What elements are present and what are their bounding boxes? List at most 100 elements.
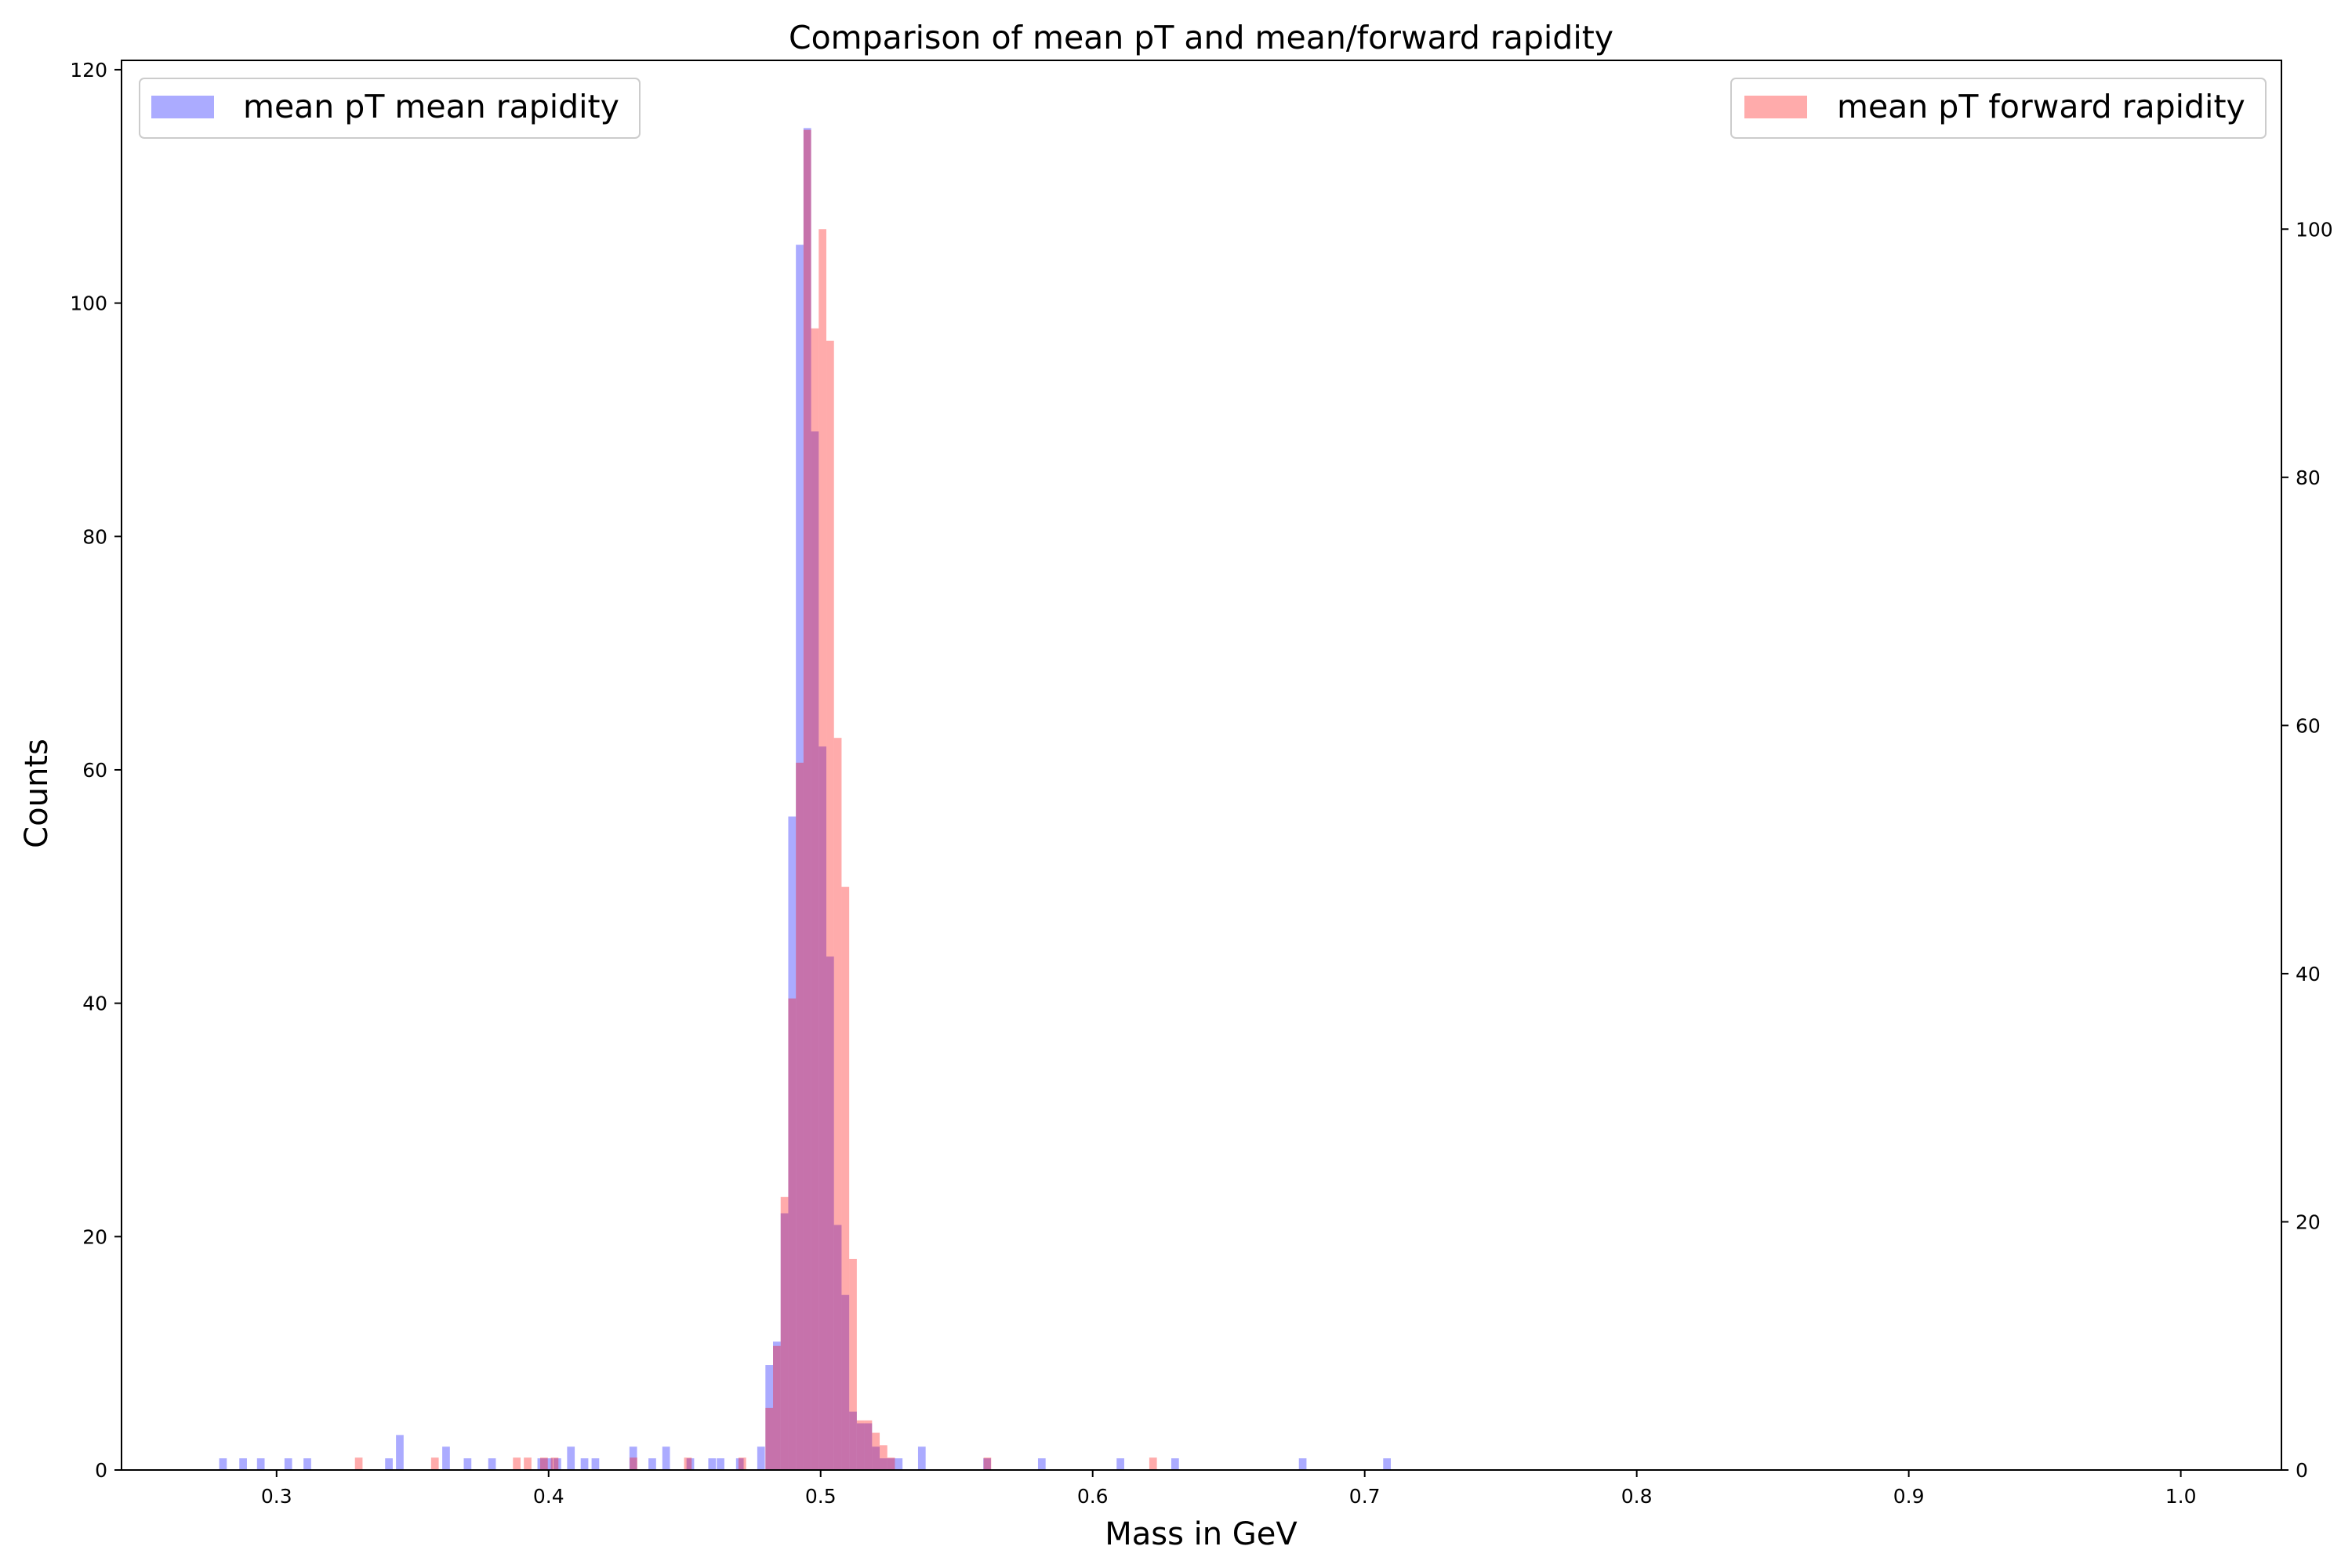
bar (630, 1457, 637, 1470)
y-axis-title: Counts (19, 739, 55, 848)
bar (580, 1458, 589, 1470)
bar (833, 738, 842, 1470)
series-mean-rapidity-bars (219, 128, 1391, 1471)
legend-swatch-mean-rapidity (151, 96, 214, 118)
bar (256, 1458, 265, 1470)
bar (537, 1458, 546, 1470)
y2-tick-label: 60 (2296, 714, 2321, 737)
bar (662, 1446, 670, 1470)
bar (849, 1411, 857, 1470)
bar (872, 1432, 880, 1470)
bar (841, 887, 850, 1470)
x-tick-label: 0.5 (805, 1485, 837, 1508)
bar (550, 1457, 559, 1470)
x-tick-label: 0.7 (1349, 1485, 1381, 1508)
bar (545, 1458, 553, 1470)
bar (811, 328, 819, 1470)
bar (856, 1423, 865, 1470)
legend-label-mean-rapidity: mean pT mean rapidity (243, 88, 619, 125)
legend-top-right: mean pT forward rapidity (1730, 78, 2267, 139)
bar (796, 762, 804, 1470)
bar (773, 1341, 781, 1470)
y-tick-label: 60 (82, 759, 107, 782)
bar (1037, 1458, 1046, 1470)
bar (629, 1446, 637, 1470)
y-tick-label: 20 (82, 1225, 107, 1248)
x-tick-label: 0.8 (1621, 1485, 1653, 1508)
bar (872, 1446, 880, 1470)
bar (765, 1407, 774, 1470)
bar (648, 1458, 656, 1470)
bar (430, 1457, 439, 1470)
bar (1171, 1458, 1179, 1470)
bar (540, 1457, 548, 1470)
bar (513, 1457, 521, 1470)
bar (765, 1365, 774, 1470)
bar (864, 1420, 873, 1470)
x-axis-title: Mass in GeV (1105, 1516, 1298, 1552)
bar (780, 1213, 789, 1470)
y2-tick-label: 20 (2296, 1210, 2321, 1233)
bar (788, 998, 797, 1470)
y2-tick-label: 80 (2296, 466, 2321, 489)
legend-box (139, 78, 641, 139)
bar (983, 1457, 992, 1470)
bar (524, 1457, 532, 1470)
legend-top-left: mean pT mean rapidity (139, 78, 641, 139)
bar (826, 340, 834, 1471)
legend-swatch-forward-rapidity (1744, 96, 1807, 118)
bar (554, 1458, 561, 1470)
bar (803, 128, 811, 1471)
y-tick-label: 100 (70, 292, 107, 315)
bar (738, 1457, 746, 1470)
bar (880, 1458, 887, 1470)
bar (1298, 1458, 1307, 1470)
series-forward-rapidity-bars (354, 129, 1157, 1471)
bar (818, 746, 827, 1470)
bar (841, 1294, 850, 1470)
bar (1116, 1458, 1124, 1470)
bar (708, 1458, 717, 1470)
bar (895, 1458, 903, 1470)
x-tick-label: 0.4 (533, 1485, 564, 1508)
bar (788, 816, 797, 1470)
y-tick-label: 0 (95, 1459, 107, 1482)
bar (303, 1458, 311, 1470)
bar (818, 229, 827, 1470)
bar (442, 1446, 450, 1470)
bar (773, 1345, 781, 1470)
bar (780, 1196, 789, 1470)
legend-box (1730, 78, 2267, 139)
bar (396, 1435, 404, 1470)
y-tick-label: 80 (82, 525, 107, 548)
x-tick-label: 0.6 (1077, 1485, 1109, 1508)
y2-tick-label: 0 (2296, 1459, 2308, 1482)
bar (354, 1457, 363, 1470)
bar (811, 431, 819, 1470)
bar (887, 1457, 895, 1470)
chart-title: Comparison of mean pT and mean/forward r… (789, 19, 1613, 56)
bar (796, 245, 804, 1470)
bar (757, 1446, 765, 1470)
x-tick-label: 1.0 (2165, 1485, 2197, 1508)
legend-label-forward-rapidity: mean pT forward rapidity (1837, 88, 2245, 125)
bar (864, 1423, 873, 1470)
bar (385, 1458, 393, 1470)
bar (219, 1458, 227, 1470)
bar (684, 1457, 692, 1470)
bar (1383, 1458, 1391, 1470)
bar (591, 1458, 600, 1470)
x-tick-label: 0.3 (261, 1485, 292, 1508)
x-axis-ticks: 0.3 0.4 0.5 0.6 0.7 0.8 0.9 1.0 (261, 1470, 2197, 1508)
bar (488, 1458, 496, 1470)
y2-tick-label: 40 (2296, 963, 2321, 985)
bar (856, 1420, 865, 1470)
bar (803, 129, 811, 1470)
bar (686, 1458, 695, 1470)
y-axis-ticks: 0 20 40 60 80 100 120 (70, 59, 122, 1482)
y2-tick-label: 100 (2296, 218, 2333, 241)
bar (567, 1446, 575, 1470)
y-tick-label: 40 (82, 993, 107, 1015)
bar (239, 1458, 247, 1470)
